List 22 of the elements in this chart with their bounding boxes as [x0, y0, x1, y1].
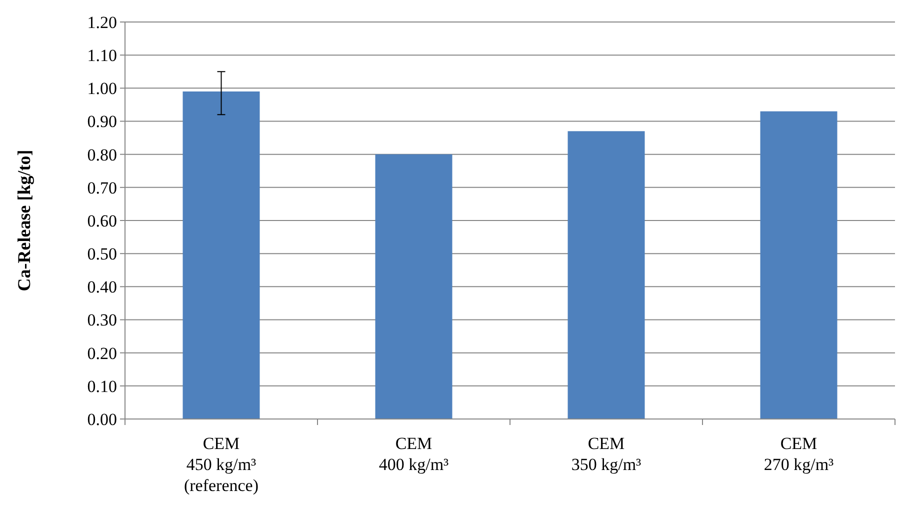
y-tick-label: 0.20	[87, 344, 117, 363]
bar	[182, 91, 260, 419]
x-tick-label: CEM 270 kg/m³	[764, 434, 834, 474]
y-tick-label: 0.90	[87, 112, 117, 132]
y-tick-label: 0.60	[87, 211, 117, 230]
y-tick-label: 0.40	[87, 278, 117, 297]
y-tick-label: 1.20	[87, 12, 117, 32]
y-tick-label: 1.00	[87, 79, 117, 98]
y-tick-label: 0.70	[87, 178, 117, 198]
x-tick-label: CEM 450 kg/m³ (reference)	[184, 434, 259, 495]
y-tick-label: 0.00	[87, 410, 117, 429]
y-tick-label: 0.30	[87, 310, 117, 330]
x-tick-label: CEM 400 kg/m³	[378, 434, 449, 474]
y-tick-label: 0.80	[87, 145, 117, 164]
y-tick-label: 0.50	[87, 244, 117, 264]
bar	[375, 154, 452, 419]
bar	[760, 111, 838, 419]
x-tick-label: CEM 350 kg/m³	[571, 434, 642, 474]
y-tick-label: 1.10	[87, 46, 117, 66]
y-axis-title: Ca-Release [kg/to]	[14, 150, 34, 292]
bar	[568, 131, 645, 419]
y-tick-label: 0.10	[87, 376, 117, 396]
